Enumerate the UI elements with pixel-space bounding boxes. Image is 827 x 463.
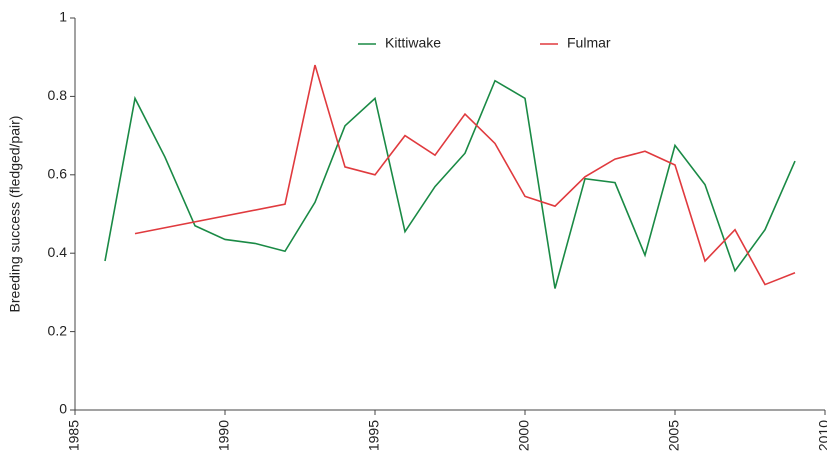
x-tick-label: 2010 [816,420,827,451]
x-tick-label: 1990 [216,420,232,451]
y-tick-label: 0.2 [48,322,68,338]
y-tick-label: 0.8 [48,87,68,103]
y-tick-label: 1 [59,9,67,25]
data-line [134,64,796,286]
y-axis-label: Breeding success (fledged/pair) [7,116,23,313]
legend-label: Kittiwake [385,35,441,51]
x-tick-label: 2000 [516,420,532,451]
legend-label: Fulmar [567,35,611,51]
y-tick-label: 0 [59,401,67,417]
y-tick-label: 0.4 [48,244,68,260]
x-tick-label: 1985 [66,420,82,451]
x-tick-label: 2005 [666,420,682,451]
data-line [104,79,796,289]
x-tick-label: 1995 [366,420,382,451]
y-tick-label: 0.6 [48,166,68,182]
